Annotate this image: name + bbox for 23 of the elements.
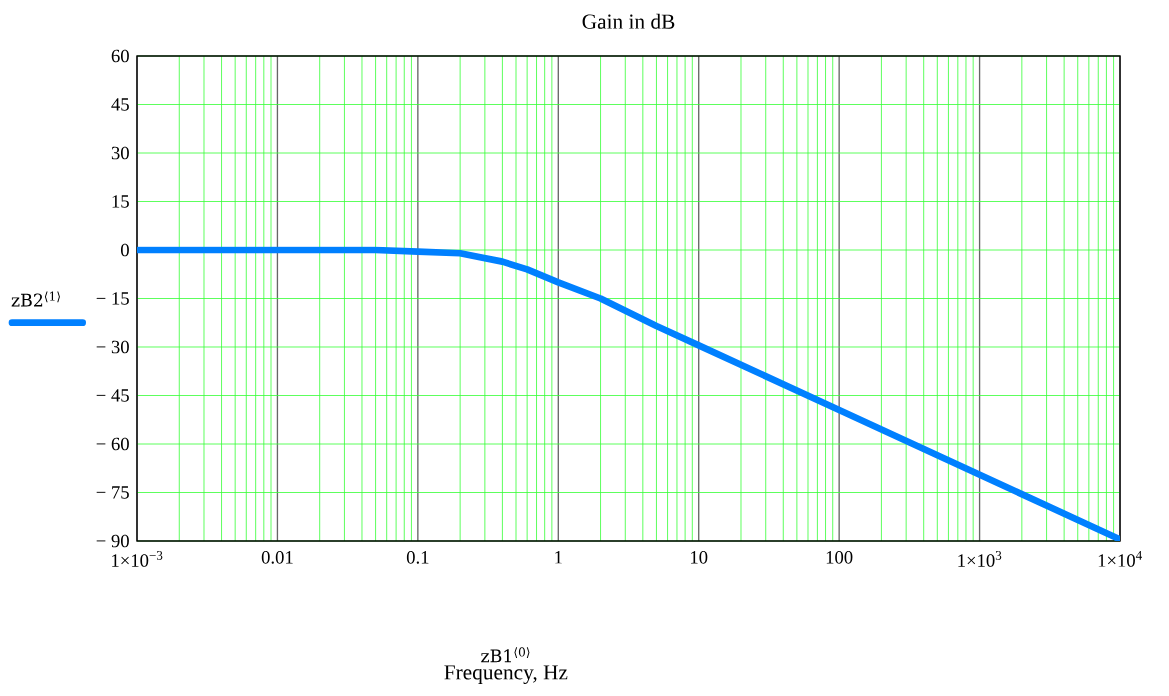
y-tick-label: − 15 [96,292,129,305]
y-tick-label: 30 [111,146,129,160]
x-tick-label: 100 [826,551,853,564]
y-tick-label: − 90 [96,534,129,548]
x-tick-label: 1×10$^{3}$ [958,551,1002,567]
chart-title: Gain in dB [582,13,675,29]
y-tick-label: 45 [111,98,129,111]
x-tick-label: 0.01 [261,551,293,564]
x-axis-title: zB1$^{⟨0⟩}$ [481,647,530,663]
text: Frequency, Hz [444,665,568,684]
y-tick-label: − 30 [96,340,129,354]
y-tick-label: 0 [121,243,129,257]
y-tick-label: 15 [112,195,129,208]
x-tick-label: 1 [555,551,562,564]
text: zB2$^{⟨1⟩}$ [11,291,60,307]
x-tick-label: 10 [691,551,708,564]
x-tick-label: 1×10$^{4}$ [1098,551,1143,567]
x-tick-label: 1×10$^{−3}$ [112,551,163,567]
y-tick-label: 60 [111,49,129,63]
x-tick-label: 0.1 [406,551,429,564]
y-tick-label: − 75 [96,486,129,499]
y-tick-label: − 60 [96,437,129,451]
y-tick-label: − 45 [96,389,129,402]
